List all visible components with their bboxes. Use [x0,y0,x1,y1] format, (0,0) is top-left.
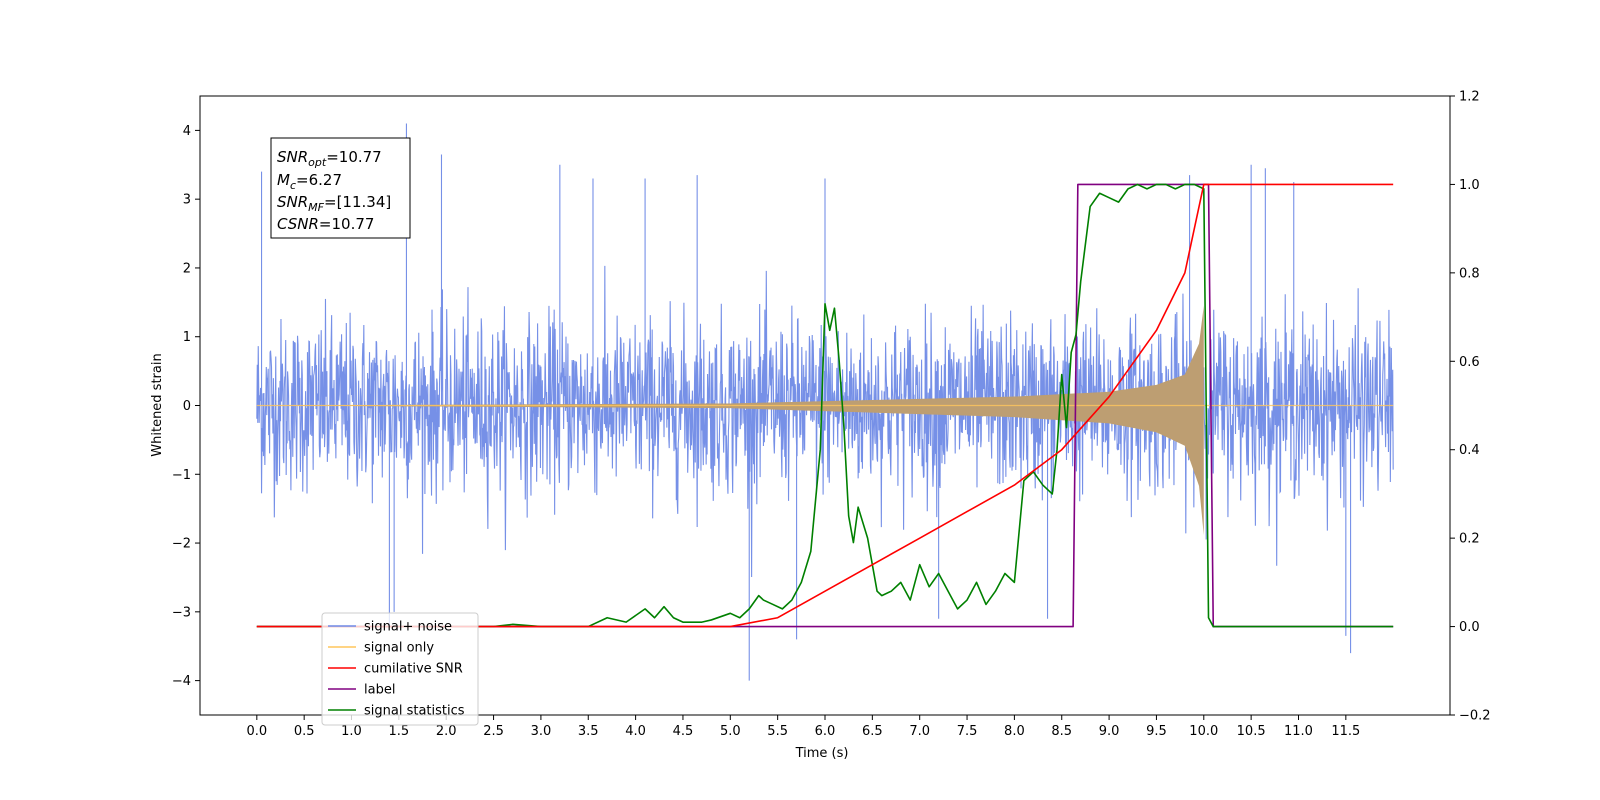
legend-entry-label: label [364,683,395,698]
x-tick-label: 11.0 [1284,724,1313,739]
x-tick-label: 0.5 [294,724,315,739]
y-left-tick-label: 2 [183,261,191,276]
x-tick-label: 1.5 [389,724,410,739]
y-left-tick-label: 0 [183,399,191,414]
x-tick-label: 3.5 [578,724,599,739]
y-left-tick-label: 3 [183,193,191,208]
x-tick-label: 2.0 [436,724,457,739]
annotation-csnr: CSNR=10.77 [277,215,374,233]
legend: signal+ noise signal only cumilative SNR la… [321,612,479,726]
legend-entry-label: cumilative SNR [364,662,463,677]
x-tick-label: 5.0 [720,724,741,739]
annotation-mc: Mc=6.27 [277,171,342,192]
y-axis-left: 4 3 2 1 0 −1 −2 −3 −4 [172,124,200,689]
y-right-tick-label: 0.2 [1459,532,1480,547]
y-right-tick-label: 0.0 [1459,620,1480,635]
y-left-tick-label: −3 [172,605,191,620]
annotation-snr-mf: SNRMF=[11.34] [277,193,391,214]
y-left-tick-label: 4 [183,124,191,139]
x-tick-label: 2.5 [483,724,504,739]
y-right-tick-label: 1.2 [1459,90,1480,105]
y-axis-right: 1.2 1.0 0.8 0.6 0.4 0.2 0.0 −0.2 [1450,90,1491,724]
y-axis-left-label: Whitened strain [150,353,165,456]
y-right-tick-label: 1.0 [1459,178,1480,193]
x-axis: 0.0 0.5 1.0 1.5 2.0 2.5 3.0 3.5 4.0 4.5 5.0 5.5 6.0 6… [246,715,1360,739]
x-tick-label: 9.0 [1099,724,1120,739]
stats-annotation: SNRopt=10.77 Mc=6.27 SNRMF=[11.34] CSNR=… [270,137,411,239]
legend-entry-label: signal+ noise [364,620,452,635]
x-tick-label: 5.5 [767,724,788,739]
x-tick-label: 8.0 [1004,724,1025,739]
y-left-tick-label: −1 [172,468,191,483]
stats-annotation-box [270,137,411,239]
y-left-tick-label: 1 [183,330,191,345]
y-right-tick-label: 0.4 [1459,443,1480,458]
y-left-tick-label: −2 [172,537,191,552]
series-signal-statistics [256,183,1394,628]
y-right-tick-label: 0.8 [1459,266,1480,281]
series-signal-plus-noise [256,123,1394,681]
x-tick-label: 11.5 [1331,724,1360,739]
x-tick-label: 7.0 [909,724,930,739]
y-right-tick-label: 0.6 [1459,355,1480,370]
series-cumulative-snr [256,183,1394,628]
x-tick-label: 4.5 [673,724,694,739]
annotation-snr-opt: SNRopt=10.77 [277,148,382,169]
x-axis-label: Time (s) [795,746,849,761]
legend-entry-label: signal only [364,641,434,656]
x-tick-label: 8.5 [1051,724,1072,739]
x-tick-label: 0.0 [246,724,267,739]
x-tick-label: 3.0 [531,724,552,739]
x-tick-label: 9.5 [1146,724,1167,739]
legend-entry-label: signal statistics [364,704,465,719]
x-tick-label: 10.5 [1237,724,1266,739]
y-left-tick-label: −4 [172,674,191,689]
x-tick-label: 4.0 [625,724,646,739]
series-layer [256,123,1394,681]
y-right-tick-label: −0.2 [1459,709,1491,724]
x-tick-label: 6.5 [862,724,883,739]
x-tick-label: 10.0 [1189,724,1218,739]
x-tick-label: 6.0 [815,724,836,739]
x-tick-label: 7.5 [957,724,978,739]
legend-box [321,612,479,726]
x-tick-label: 1.0 [341,724,362,739]
